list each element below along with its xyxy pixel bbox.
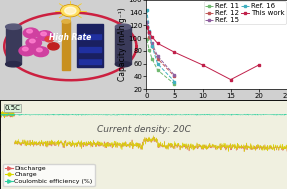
Circle shape [22, 47, 28, 51]
Bar [79, 53, 101, 58]
Bar [79, 41, 101, 46]
Bar [115, 27, 131, 64]
Bar [77, 24, 103, 67]
Ellipse shape [62, 20, 70, 23]
This work [201, 64, 204, 66]
Ellipse shape [115, 24, 131, 29]
Line: Ref. 15: Ref. 15 [146, 21, 176, 77]
Legend: Ref. 11, Ref. 12, Ref. 15, Ref. 16, This work: Ref. 11, Ref. 12, Ref. 15, Ref. 16, This… [203, 1, 286, 24]
Ref. 11 [148, 49, 151, 51]
Text: High Rate: High Rate [49, 33, 92, 42]
Bar [6, 27, 21, 64]
Line: Ref. 11: Ref. 11 [146, 38, 176, 85]
Circle shape [36, 48, 42, 52]
This work [148, 31, 151, 33]
Line: Ref. 12: Ref. 12 [146, 25, 176, 78]
Circle shape [45, 36, 53, 42]
Circle shape [61, 5, 80, 17]
This work [156, 42, 159, 44]
Ref. 12 [173, 75, 176, 77]
Ref. 16 [156, 63, 159, 65]
X-axis label: Rate (C): Rate (C) [201, 101, 232, 110]
Ref. 16 [173, 80, 176, 83]
Ref. 12 [150, 45, 154, 47]
Circle shape [26, 38, 42, 48]
Circle shape [19, 46, 34, 56]
Ellipse shape [6, 24, 21, 29]
Ref. 15 [145, 21, 149, 23]
Text: Current density: 20C: Current density: 20C [96, 125, 191, 134]
This work [150, 36, 154, 38]
Ref. 16 [150, 45, 154, 47]
This work [145, 26, 149, 28]
Circle shape [33, 47, 49, 57]
Ref. 11 [150, 57, 154, 60]
Line: Ref. 16: Ref. 16 [146, 8, 176, 83]
Circle shape [48, 43, 59, 50]
Bar [79, 28, 101, 33]
Circle shape [37, 31, 53, 41]
Ref. 11 [145, 38, 149, 41]
This work [173, 51, 176, 53]
Ellipse shape [115, 61, 131, 67]
Circle shape [23, 28, 39, 38]
Ref. 11 [156, 69, 159, 71]
Circle shape [27, 29, 32, 33]
Circle shape [65, 7, 76, 14]
Ref. 12 [145, 26, 149, 28]
This work [229, 78, 232, 81]
Text: 0.5C: 0.5C [4, 105, 20, 111]
Legend: Discharge, Charge, Coulombic efficiency (%): Discharge, Charge, Coulombic efficiency … [3, 163, 94, 186]
Bar [62, 21, 70, 70]
Ref. 15 [173, 74, 176, 76]
Ref. 11 [173, 83, 176, 85]
Y-axis label: Capacity (mAh g⁻¹): Capacity (mAh g⁻¹) [118, 8, 127, 81]
Bar [79, 47, 101, 52]
Circle shape [41, 32, 46, 36]
Ref. 12 [148, 36, 151, 38]
Ref. 16 [145, 9, 149, 11]
Ref. 12 [156, 57, 159, 60]
This work [257, 64, 261, 66]
Circle shape [30, 39, 35, 43]
Ref. 15 [148, 32, 151, 34]
Bar [79, 59, 101, 64]
Ref. 15 [156, 55, 159, 57]
Ref. 16 [148, 29, 151, 32]
Line: This work: This work [146, 25, 260, 81]
Ref. 15 [150, 42, 154, 44]
Bar [79, 34, 101, 39]
Ellipse shape [6, 61, 21, 67]
